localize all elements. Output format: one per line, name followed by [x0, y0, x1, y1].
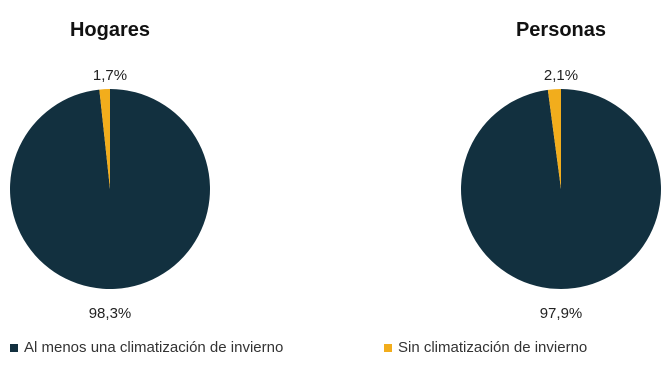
legend-item-with-heating: Al menos una climatización de invierno	[10, 339, 283, 356]
data-label-without-heating-hogares: 1,7%	[93, 67, 127, 84]
pie-slice-without-heating-personas	[547, 89, 561, 189]
legend-swatch-without-heating	[384, 343, 392, 352]
legend-item-without-heating: Sin climatización de invierno	[384, 339, 587, 356]
legend: Al menos una climatización de invierno S…	[0, 339, 670, 361]
pie-slice-without-heating-hogares	[99, 89, 110, 189]
legend-label-with-heating: Al menos una climatización de invierno	[24, 339, 284, 356]
chart-title-hogares: Hogares	[70, 19, 150, 41]
pie-chart-personas: Personas 2,1% 97,9%	[460, 19, 662, 322]
legend-label-without-heating: Sin climatización de invierno	[398, 339, 588, 356]
data-label-without-heating-personas: 2,1%	[544, 67, 578, 84]
legend-swatch-with-heating	[10, 343, 18, 352]
pie-chart-hogares: Hogares 1,7% 98,3%	[9, 19, 211, 322]
data-label-with-heating-personas: 97,9%	[540, 305, 583, 322]
chart-title-personas: Personas	[516, 19, 606, 41]
data-label-with-heating-hogares: 98,3%	[89, 305, 132, 322]
